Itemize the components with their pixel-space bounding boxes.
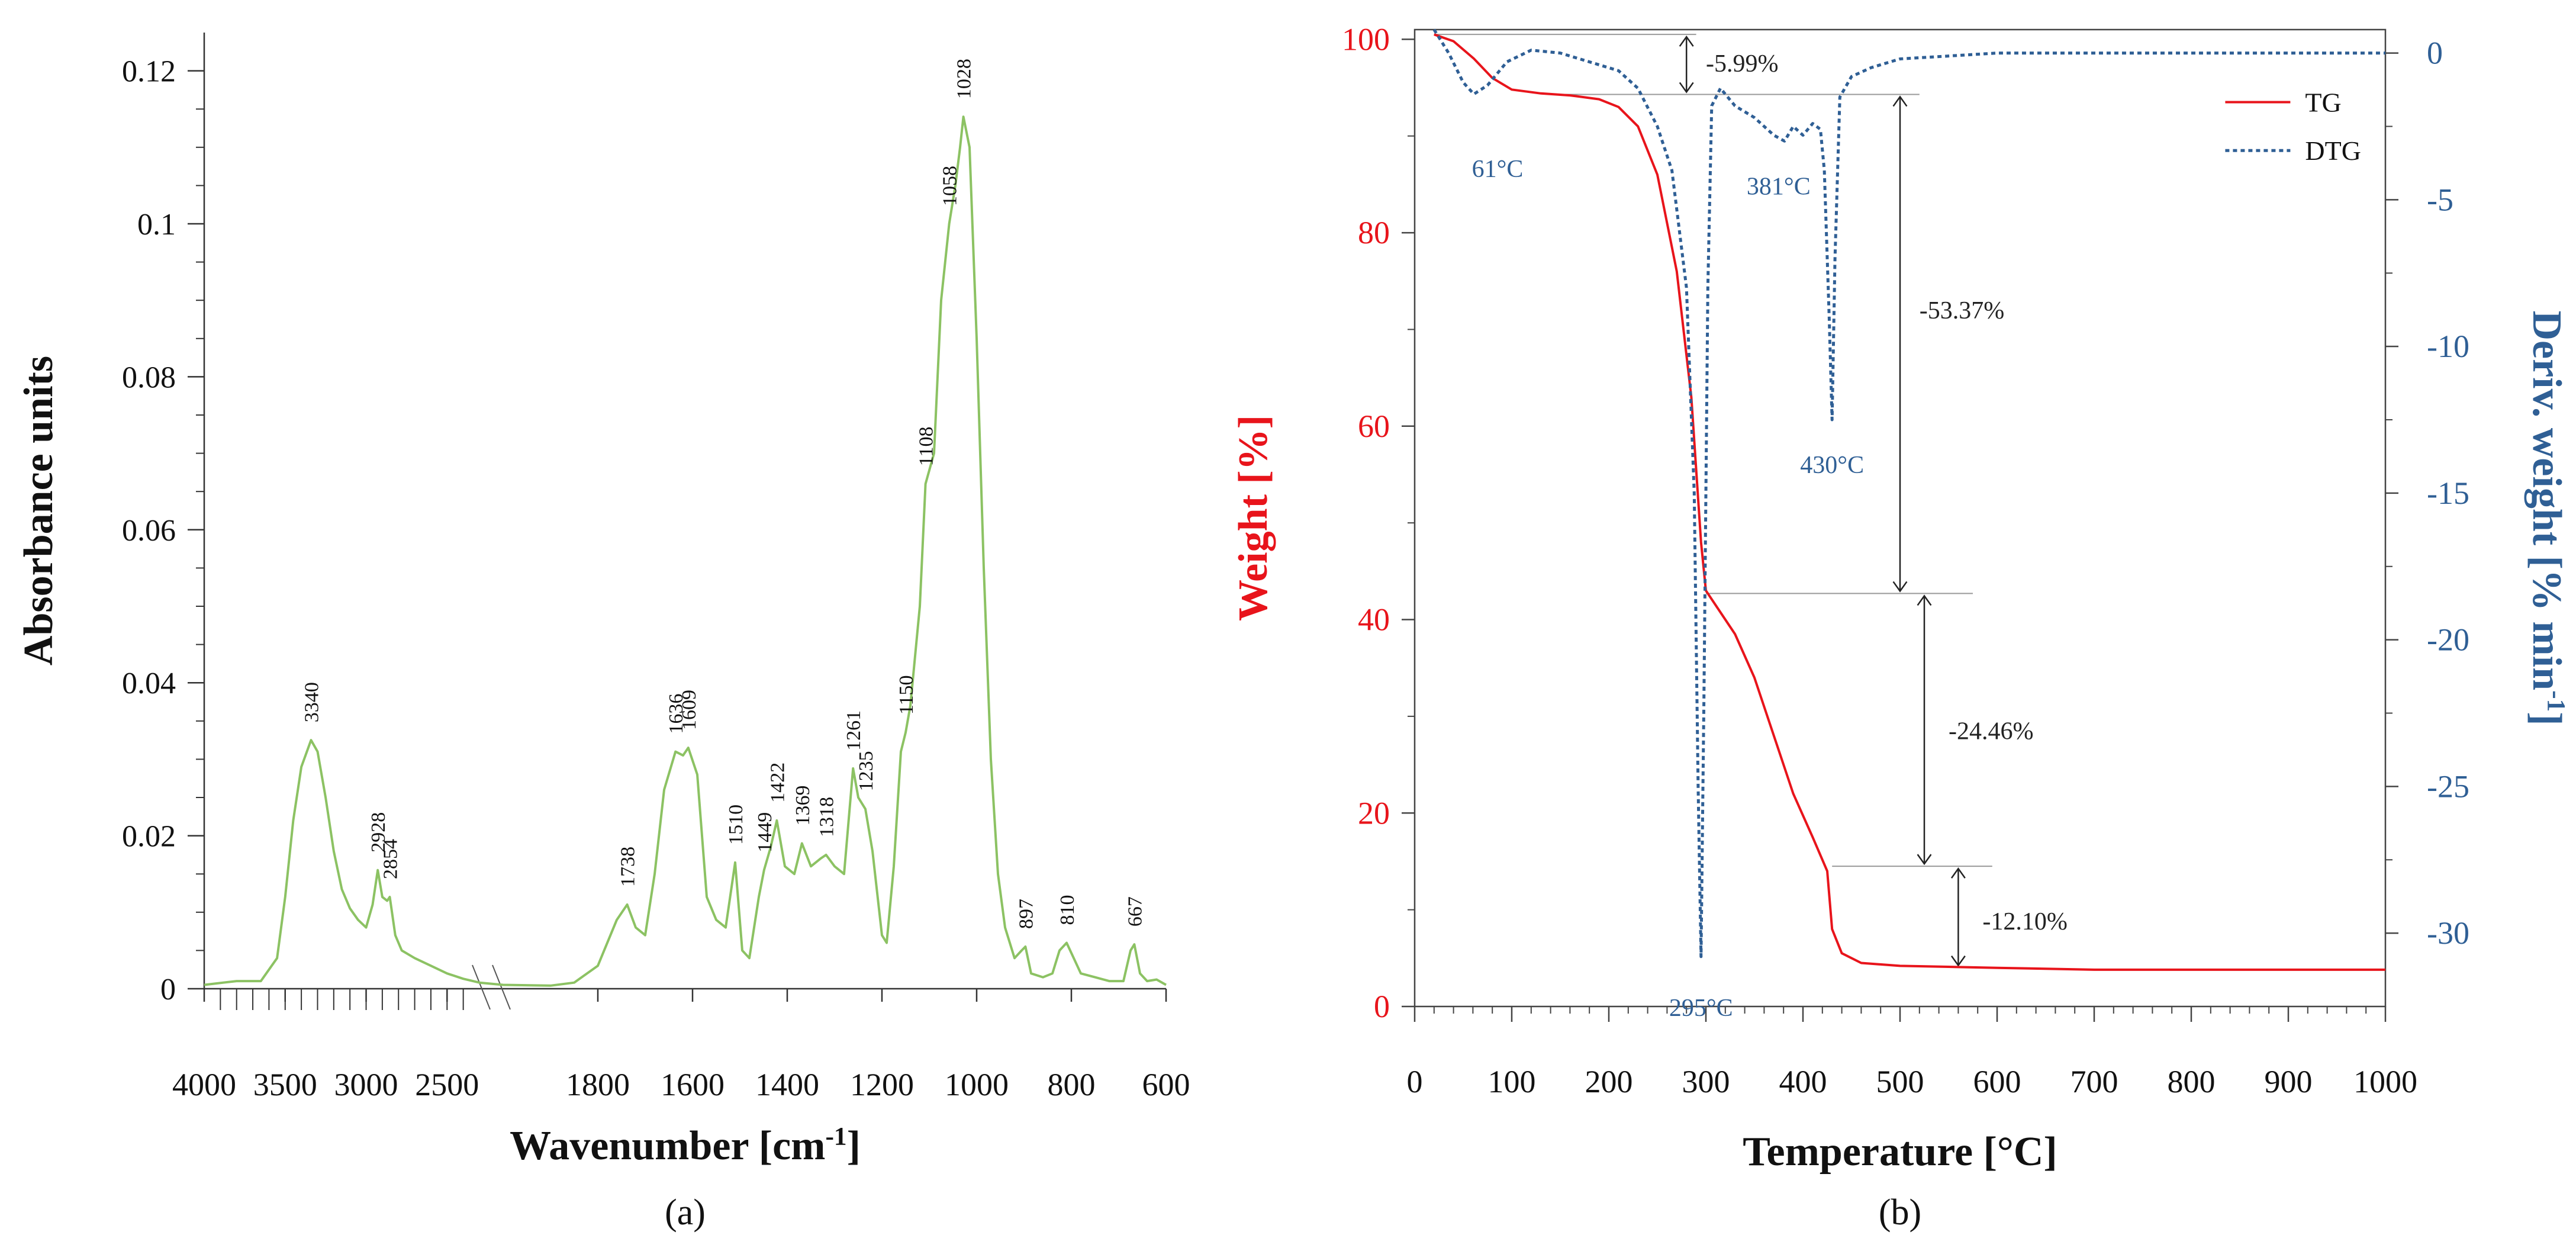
panel-a-axis-break-mark bbox=[492, 964, 511, 1010]
panel-b-mass-loss-label: -53.37% bbox=[1920, 297, 2004, 324]
panel-a-peak-label: 810 bbox=[1057, 895, 1078, 925]
panel-b-left-tick-label: 60 bbox=[1358, 409, 1390, 444]
panel-a-peak-label: 1150 bbox=[896, 675, 917, 715]
panel-a-y-tick-label: 0.08 bbox=[122, 361, 176, 394]
panel-b-arrow-head bbox=[1679, 36, 1694, 47]
panel-b-right-tick-label: -5 bbox=[2427, 182, 2453, 217]
panel-a-x-tick-label: 1800 bbox=[566, 1067, 630, 1102]
panel-b-left-tick-label: 20 bbox=[1358, 795, 1390, 831]
panel-b-mass-loss-label: -24.46% bbox=[1949, 718, 2033, 745]
panel-b-dtg-peak-label: 430°C bbox=[1800, 452, 1864, 479]
panel-a-y-tick-label: 0.02 bbox=[122, 820, 176, 854]
panel-a-y-tick-label: 0.12 bbox=[122, 55, 176, 89]
panel-a-spectrum-line bbox=[204, 115, 1167, 987]
panel-b-left-tick-label: 80 bbox=[1358, 215, 1390, 250]
panel-a-y-tick-label: 0.1 bbox=[137, 208, 176, 242]
panel-a-peak-label: 3340 bbox=[301, 682, 323, 722]
panel-b-dtg-peak-label: 61°C bbox=[1472, 156, 1524, 183]
panel-a-x-tick-label: 1400 bbox=[755, 1067, 819, 1102]
panel-a-y-tick-label: 0.06 bbox=[122, 514, 176, 548]
panel-a-y-tick-label: 0 bbox=[160, 973, 176, 1006]
panel-a-x-tick-label: 1000 bbox=[945, 1067, 1009, 1102]
panel-b-arrow-head bbox=[1917, 854, 1932, 866]
panel-a-peak-label: 1422 bbox=[767, 763, 788, 803]
panel-b-right-tick-label: -30 bbox=[2427, 915, 2469, 951]
panel-a-peak-label: 2928 bbox=[368, 812, 389, 853]
panel-b-right-axis-title: Deriv. weight [% min-1] bbox=[2524, 310, 2571, 725]
panel-b-right-tick-label: -20 bbox=[2427, 622, 2469, 658]
panel-b-arrow-head bbox=[1679, 82, 1694, 94]
panel-b-x-tick-label: 700 bbox=[2071, 1064, 2118, 1099]
panel-a-peak-label: 1738 bbox=[617, 847, 639, 887]
panel-a-x-tick-label: 1200 bbox=[850, 1067, 914, 1102]
panel-a-peak-label: 2854 bbox=[379, 839, 401, 879]
panel-b-label: (b) bbox=[1879, 1192, 1921, 1233]
panel-a-peak-label: 1510 bbox=[725, 805, 747, 845]
panel-b-dtg-peak-label: 295°C bbox=[1669, 995, 1733, 1022]
panel-a-label: (a) bbox=[665, 1192, 706, 1233]
panel-a-y-tick-label: 0.04 bbox=[122, 667, 176, 700]
panel-a-peak-label: 1609 bbox=[678, 690, 700, 730]
panel-b-arrow-head bbox=[1892, 95, 1908, 107]
panel-b-x-tick-label: 1000 bbox=[2353, 1064, 2417, 1099]
panel-b-arrow-head bbox=[1917, 594, 1932, 606]
panel-b-x-tick-label: 100 bbox=[1488, 1064, 1536, 1099]
panel-b-x-tick-label: 900 bbox=[2265, 1064, 2313, 1099]
panel-b-x-tick-label: 800 bbox=[2168, 1064, 2216, 1099]
panel-b-legend-dtg-label: DTG bbox=[2305, 136, 2361, 166]
panel-a-peak-label: 1369 bbox=[792, 786, 814, 826]
panel-b-arrow-head bbox=[1950, 955, 1966, 967]
panel-b-x-tick-label: 200 bbox=[1585, 1064, 1633, 1099]
panel-b-x-tick-label: 300 bbox=[1682, 1064, 1730, 1099]
panel-a-x-tick-label: 4000 bbox=[172, 1067, 236, 1102]
panel-a-x-tick-label: 1600 bbox=[661, 1067, 724, 1102]
panel-b-x-tick-label: 400 bbox=[1779, 1064, 1827, 1099]
panel-a-x-tick-label: 800 bbox=[1048, 1067, 1096, 1102]
panel-b-arrow-head bbox=[1892, 581, 1908, 593]
panel-b-left-axis-title: Weight [%] bbox=[1231, 415, 1276, 621]
panel-a-y-axis-title: Absorbance units bbox=[16, 356, 62, 665]
panel-a-x-tick-label: 2500 bbox=[415, 1067, 479, 1102]
panel-a-x-tick-label: 3500 bbox=[253, 1067, 317, 1102]
panel-b-left-tick-label: 0 bbox=[1374, 989, 1390, 1024]
panel-b-arrow-head bbox=[1950, 867, 1966, 879]
panel-a-peak-label: 1261 bbox=[843, 710, 865, 751]
panel-b-x-tick-label: 600 bbox=[1973, 1064, 2021, 1099]
panel-a-peak-label: 1636 bbox=[665, 693, 687, 734]
panel-b-x-axis-title: Temperature [°C] bbox=[1743, 1129, 2057, 1175]
panel-b-mass-loss-label: -12.10% bbox=[1982, 908, 2067, 935]
panel-b-dtg-peak-label: 381°C bbox=[1747, 173, 1811, 200]
panel-b-right-tick-label: -15 bbox=[2427, 475, 2469, 511]
panel-a-peak-label: 1235 bbox=[855, 751, 877, 791]
panel-b-right-tick-label: -10 bbox=[2427, 329, 2469, 364]
panel-a-peak-label: 1318 bbox=[816, 797, 838, 837]
panel-a-peak-label: 1058 bbox=[939, 166, 961, 206]
panel-b-tg-line bbox=[1434, 33, 2385, 971]
panel-a-peak-label: 1449 bbox=[754, 812, 776, 853]
panel-a-peak-label: 897 bbox=[1015, 899, 1037, 929]
panel-a-axis-break-mark bbox=[472, 964, 491, 1010]
panel-b-x-tick-label: 500 bbox=[1876, 1064, 1924, 1099]
panel-b-x-tick-label: 0 bbox=[1407, 1064, 1423, 1099]
panel-a-peak-label: 1108 bbox=[916, 427, 938, 467]
panel-b-right-tick-label: -25 bbox=[2427, 768, 2469, 804]
panel-a-x-tick-label: 600 bbox=[1142, 1067, 1190, 1102]
panel-b-left-tick-label: 100 bbox=[1342, 21, 1390, 57]
panel-a-x-axis-title: Wavenumber [cm-1] bbox=[510, 1123, 861, 1169]
panel-b-legend-tg-label: TG bbox=[2305, 88, 2341, 118]
panel-a-peak-label: 1028 bbox=[954, 59, 975, 99]
panel-a-x-tick-label: 3000 bbox=[334, 1067, 398, 1102]
panel-a-peak-label: 667 bbox=[1124, 896, 1146, 927]
panel-b-right-tick-label: 0 bbox=[2427, 36, 2443, 71]
panel-b-dtg-line bbox=[1432, 28, 2385, 959]
panel-b-left-tick-label: 40 bbox=[1358, 602, 1390, 638]
panel-b-mass-loss-label: -5.99% bbox=[1706, 50, 1778, 78]
